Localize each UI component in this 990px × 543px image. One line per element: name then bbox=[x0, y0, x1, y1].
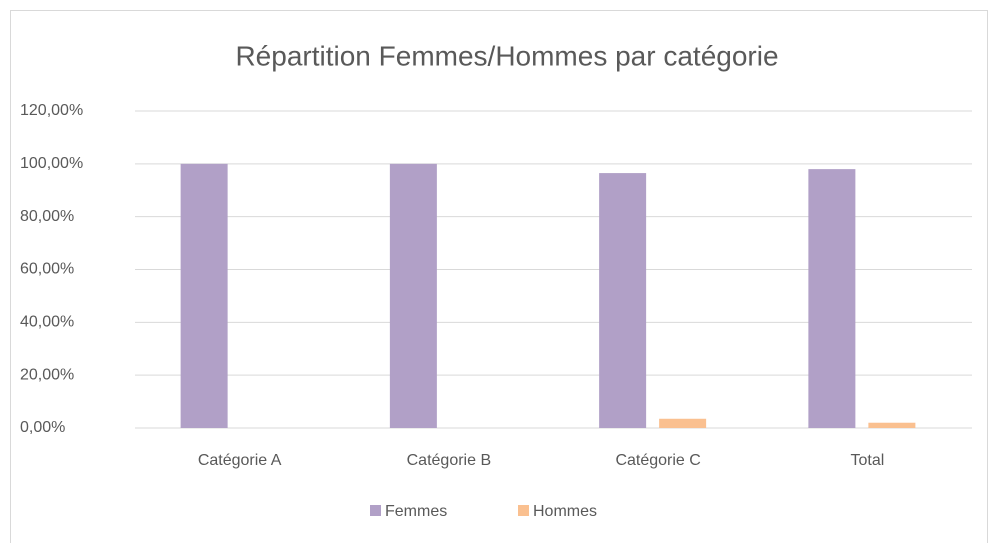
x-tick-label: Total bbox=[850, 452, 884, 469]
y-tick-label: 60,00% bbox=[20, 261, 74, 278]
legend-label: Hommes bbox=[533, 503, 597, 520]
y-tick-label: 40,00% bbox=[20, 314, 74, 331]
bar bbox=[808, 169, 856, 428]
y-tick-label: 20,00% bbox=[20, 366, 74, 383]
bar bbox=[180, 163, 228, 429]
y-tick-label: 100,00% bbox=[20, 155, 83, 172]
x-tick-label: Catégorie A bbox=[198, 452, 282, 469]
y-tick-label: 120,00% bbox=[20, 102, 83, 119]
bar bbox=[389, 163, 437, 429]
chart-title: Répartition Femmes/Hommes par catégorie bbox=[235, 40, 778, 71]
x-tick-label: Catégorie C bbox=[615, 452, 700, 469]
legend-swatch bbox=[518, 505, 529, 516]
y-tick-label: 0,00% bbox=[20, 419, 65, 436]
bar bbox=[868, 422, 916, 428]
legend-label: Femmes bbox=[385, 503, 447, 520]
x-tick-label: Catégorie B bbox=[407, 452, 492, 469]
y-tick-label: 80,00% bbox=[20, 208, 74, 225]
legend-swatch bbox=[370, 505, 381, 516]
bar bbox=[599, 173, 647, 428]
bar bbox=[659, 418, 707, 428]
